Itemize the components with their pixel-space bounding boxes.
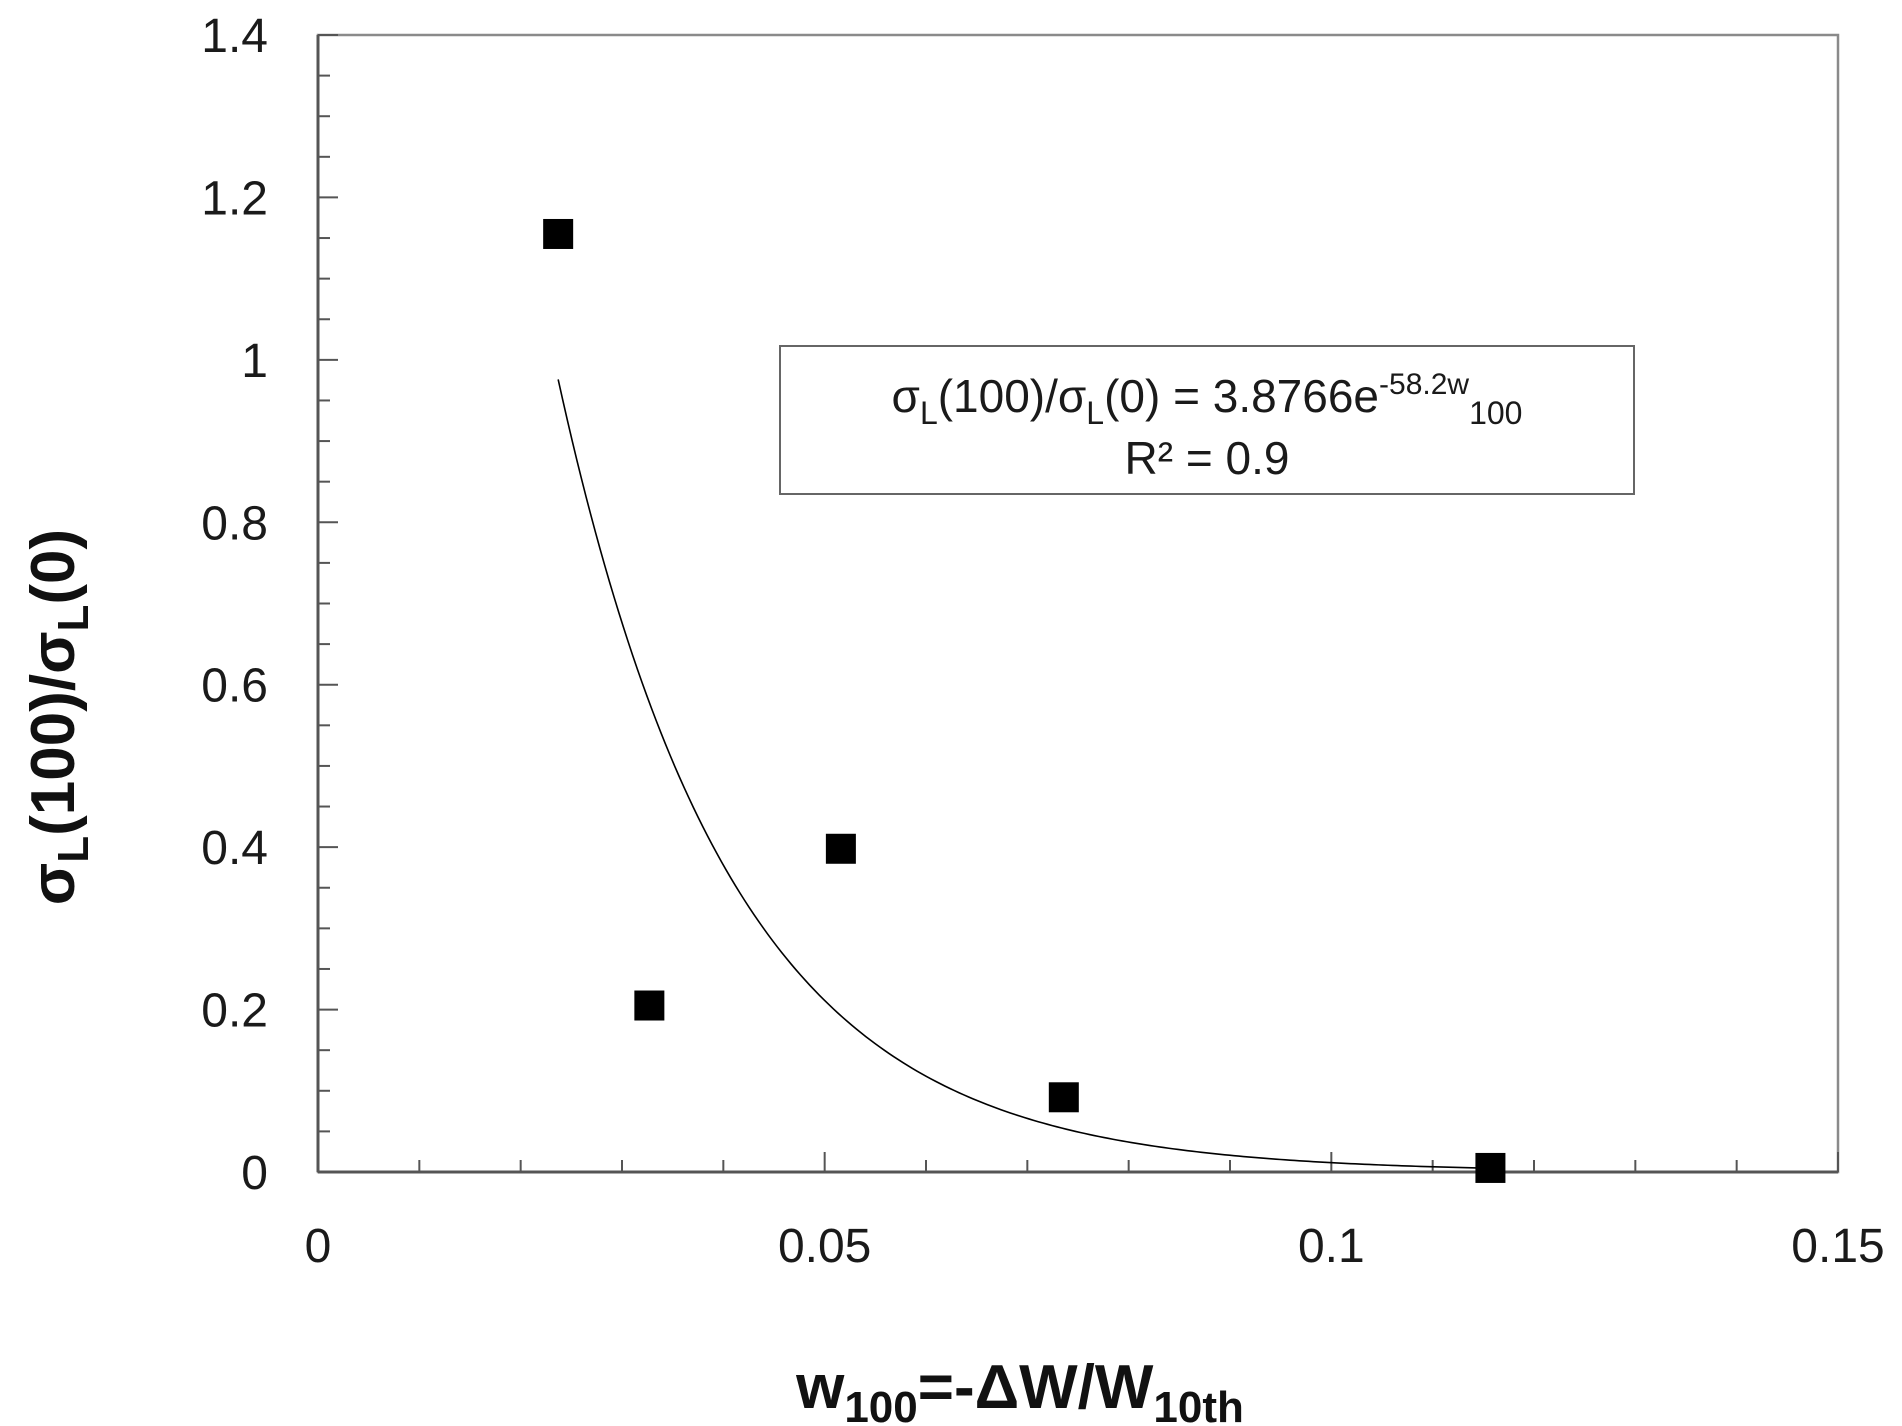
trendline-equation-box: σL(100)/σL(0) = 3.8766e-58.2w100 R² = 0.… (779, 345, 1635, 495)
data-point (543, 218, 574, 249)
y-axis-tick-labels: 0 0.2 0.4 0.6 0.8 1 1.2 1.4 (201, 10, 268, 1200)
trendline-curve (557, 379, 1491, 1170)
data-points (543, 218, 1506, 1183)
data-point (634, 990, 665, 1021)
plot-border (316, 33, 1840, 1174)
trendline-layer (557, 379, 1491, 1170)
equation-text: σL(100)/σL(0) = 3.8766e-58.2w100 (892, 368, 1523, 431)
data-point (825, 833, 856, 864)
y-tick-label: 0.8 (201, 497, 268, 550)
data-point (1048, 1082, 1079, 1113)
x-axis-tick-labels: 0 0.05 0.1 0.15 (305, 1220, 1885, 1273)
axis-ticks (317, 34, 1839, 1173)
x-tick-label: 0 (305, 1220, 332, 1273)
x-tick-label: 0.15 (1791, 1220, 1884, 1273)
x-axis-title: w100=-ΔW/W10th (795, 1353, 1244, 1426)
y-tick-label: 0.6 (201, 660, 268, 713)
plot-area (316, 33, 1840, 1174)
y-tick-label: 0.4 (201, 822, 268, 875)
data-point (1475, 1152, 1506, 1183)
y-tick-label: 1.4 (201, 10, 268, 63)
y-tick-label: 1.2 (201, 172, 268, 225)
equation-box-frame (779, 345, 1635, 495)
y-axis-title: σL(100)/σL(0) (19, 529, 98, 905)
x-tick-label: 0.05 (778, 1220, 871, 1273)
x-tick-label: 0.1 (1298, 1220, 1365, 1273)
r-squared-text: R² = 0.9 (1125, 432, 1290, 484)
y-tick-label: 0 (241, 1147, 268, 1200)
y-tick-label: 0.2 (201, 985, 268, 1038)
y-tick-label: 1 (241, 335, 268, 388)
